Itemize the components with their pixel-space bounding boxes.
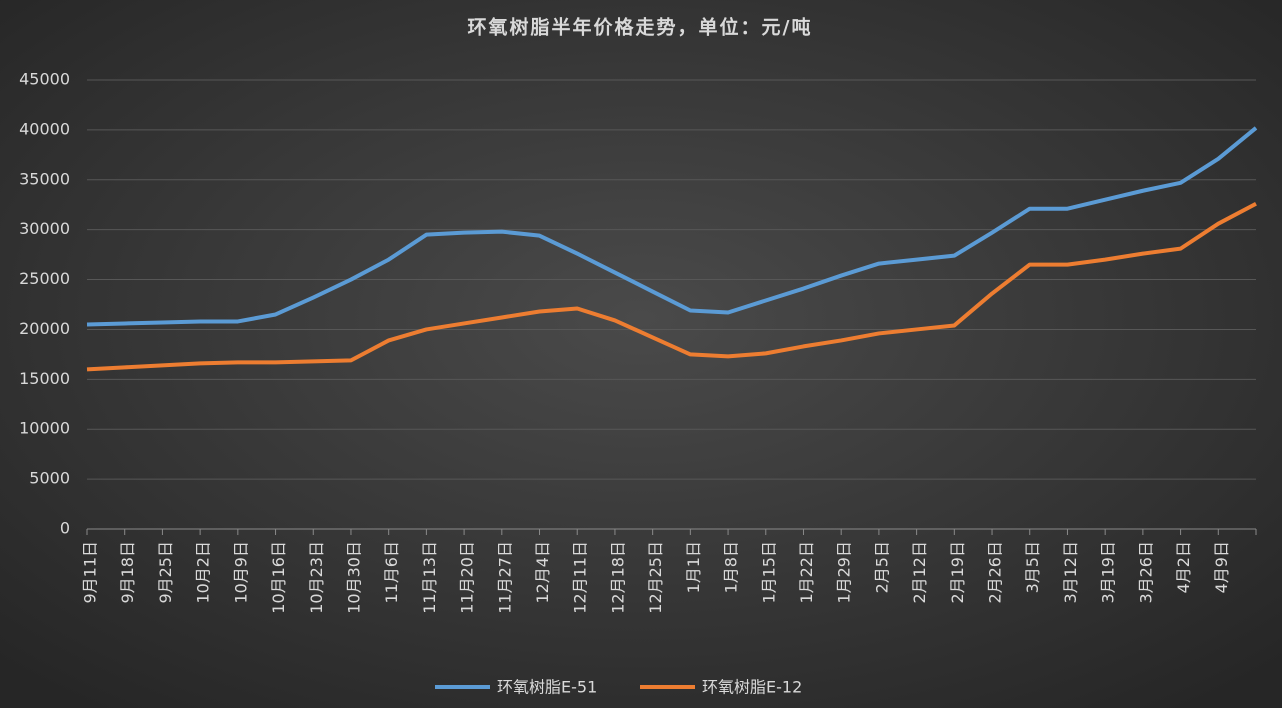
legend-label: 环氧树脂E-12: [702, 678, 802, 697]
x-tick-label: 10月16日: [269, 541, 288, 614]
y-tick-label: 25000: [19, 269, 70, 288]
x-tick-label: 1月15日: [759, 541, 778, 604]
line-series: [86, 201, 1257, 372]
x-tick-label: 9月25日: [156, 541, 175, 604]
x-tick-label: 1月8日: [722, 541, 741, 593]
x-tick-label: 12月4日: [533, 541, 552, 604]
y-tick-label: 20000: [19, 319, 70, 338]
y-tick-label: 35000: [19, 169, 70, 188]
x-tick-label: 12月25日: [646, 541, 665, 614]
x-tick-label: 2月5日: [872, 541, 891, 593]
x-tick-label: 2月26日: [986, 541, 1005, 604]
x-tick-label: 10月2日: [194, 541, 213, 604]
y-tick-label: 0: [60, 519, 70, 538]
y-tick-label: 30000: [19, 219, 70, 238]
chart-title: 环氧树脂半年价格走势，单位：元/吨: [468, 16, 813, 39]
y-tick-label: 10000: [19, 419, 70, 438]
y-tick-label: 15000: [19, 369, 70, 388]
x-tick-label: 10月23日: [307, 541, 326, 614]
x-tick-label: 2月12日: [910, 541, 929, 604]
x-tick-label: 4月9日: [1212, 541, 1231, 593]
x-tick-label: 1月29日: [835, 541, 854, 604]
y-tick-label: 40000: [19, 119, 70, 138]
x-tick-label: 1月1日: [684, 541, 703, 593]
y-tick-label: 5000: [29, 469, 70, 488]
x-tick-label: 1月22日: [797, 541, 816, 604]
x-tick-label: 2月19日: [948, 541, 967, 604]
x-tick-label: 9月18日: [118, 541, 137, 604]
y-tick-label: 45000: [19, 70, 70, 89]
x-tick-label: 11月13日: [420, 541, 439, 614]
line-series: [86, 126, 1258, 327]
x-tick-label: 4月2日: [1174, 541, 1193, 593]
x-tick-label: 12月18日: [608, 541, 627, 614]
x-tick-label: 3月26日: [1136, 541, 1155, 604]
x-tick-label: 3月19日: [1099, 541, 1118, 604]
x-tick-label: 3月12日: [1061, 541, 1080, 604]
x-tick-label: 9月11日: [81, 541, 100, 604]
x-tick-label: 11月20日: [458, 541, 477, 614]
x-tick-label: 10月9日: [231, 541, 250, 604]
legend-label: 环氧树脂E-51: [497, 678, 597, 697]
x-tick-label: 3月5日: [1023, 541, 1042, 593]
x-tick-label: 11月6日: [382, 541, 401, 604]
x-tick-label: 11月27日: [495, 541, 514, 614]
x-tick-label: 12月11日: [571, 541, 590, 614]
x-tick-label: 10月30日: [344, 541, 363, 614]
